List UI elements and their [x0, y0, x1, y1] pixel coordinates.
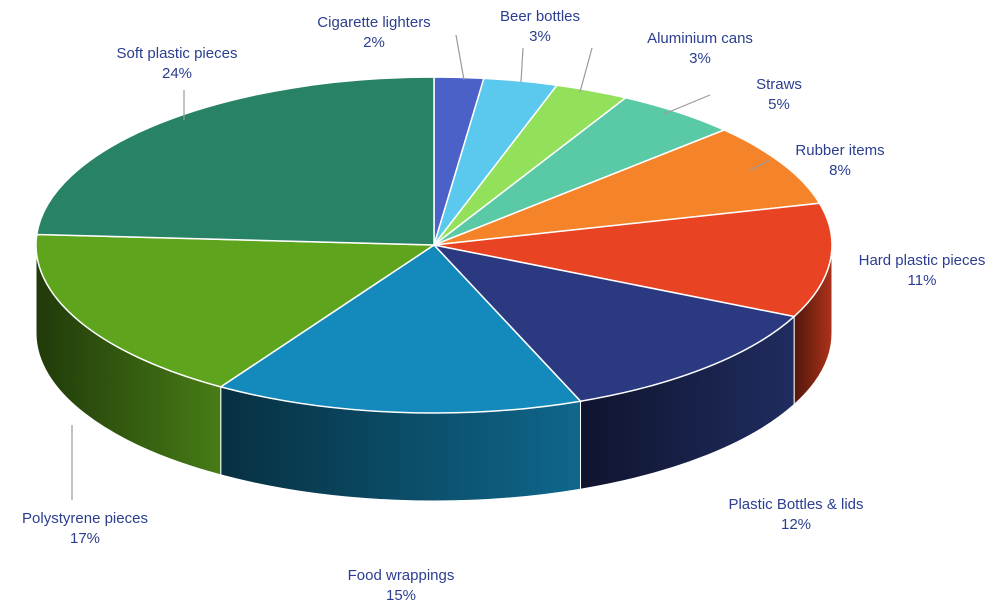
label-name-cigarette-lighters: Cigarette lighters — [317, 14, 430, 31]
label-value-soft-plastic-pieces: 24% — [162, 65, 192, 82]
leader-line-beer-bottles — [520, 47, 524, 83]
label-leader-lines — [71, 34, 771, 500]
pie-top-faces — [35, 76, 833, 414]
leader-line-cigarette-lighters — [455, 34, 465, 81]
label-name-plastic-bottles-and-lids: Plastic Bottles & lids — [728, 496, 863, 513]
slice-rubber-items — [433, 129, 821, 246]
slice-labels: Cigarette lighters 2%Beer bottles 3% Alumin… — [22, 8, 985, 604]
leader-line-straws — [663, 94, 711, 115]
label-beer-bottles: Beer bottles 3% — [500, 8, 580, 45]
label-polystyrene-pieces: Polystyrene pieces 17% — [22, 510, 148, 547]
label-value-polystyrene-pieces: 17% — [70, 530, 100, 547]
label-value-beer-bottles: 3% — [529, 28, 551, 45]
label-rubber-items: Rubber items 8% — [795, 142, 884, 179]
slice-polystyrene-pieces — [35, 233, 437, 388]
slice-soft-plastic-pieces — [35, 76, 435, 246]
label-plastic-bottles-and-lids: Plastic Bottles & lids 12% — [728, 496, 863, 533]
label-hard-plastic-pieces: Hard plastic pieces 11% — [859, 252, 986, 289]
label-value-food-wrappings: 15% — [386, 587, 416, 604]
label-aluminium-cans: Aluminium cans 3% — [647, 30, 753, 67]
leader-line-rubber-items — [749, 159, 771, 171]
label-value-plastic-bottles-and-lids: 12% — [781, 516, 811, 533]
pie-side-faces — [35, 244, 833, 502]
slice-hard-plastic-pieces — [433, 202, 833, 318]
label-soft-plastic-pieces: Soft plastic pieces 24% — [117, 45, 238, 82]
label-value-cigarette-lighters: 2% — [363, 34, 385, 51]
label-straws: Straws 5% — [756, 76, 802, 113]
label-name-rubber-items: Rubber items — [795, 142, 884, 159]
label-name-hard-plastic-pieces: Hard plastic pieces — [859, 252, 986, 269]
label-value-aluminium-cans: 3% — [689, 50, 711, 67]
label-name-straws: Straws — [756, 76, 802, 93]
label-food-wrappings: Food wrappings 15% — [348, 567, 455, 604]
leader-line-aluminium-cans — [579, 47, 593, 93]
label-name-beer-bottles: Beer bottles — [500, 8, 580, 25]
slice-food-wrappings — [218, 244, 583, 414]
label-value-straws: 5% — [768, 96, 790, 113]
label-value-hard-plastic-pieces: 11% — [908, 272, 937, 289]
label-cigarette-lighters: Cigarette lighters 2% — [317, 14, 430, 51]
label-name-soft-plastic-pieces: Soft plastic pieces — [117, 45, 238, 62]
label-value-rubber-items: 8% — [829, 162, 851, 179]
label-name-polystyrene-pieces: Polystyrene pieces — [22, 510, 148, 527]
label-name-aluminium-cans: Aluminium cans — [647, 30, 753, 47]
label-name-food-wrappings: Food wrappings — [348, 567, 455, 584]
slice-plastic-bottles-and-lids — [431, 243, 796, 403]
